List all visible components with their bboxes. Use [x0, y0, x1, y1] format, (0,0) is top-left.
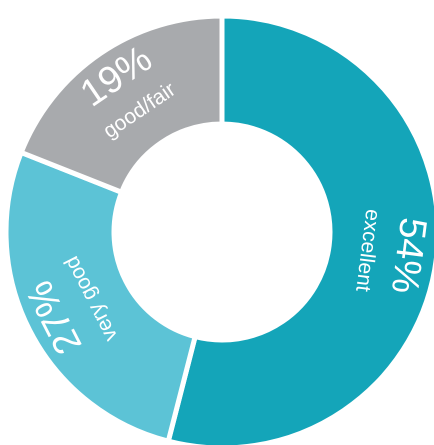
- segment-label: 54%excellent: [351, 208, 434, 296]
- donut-segment: [3, 149, 199, 445]
- value-label: 54%: [383, 215, 434, 296]
- donut-segment: [17, 13, 225, 196]
- donut-segment: [165, 13, 434, 445]
